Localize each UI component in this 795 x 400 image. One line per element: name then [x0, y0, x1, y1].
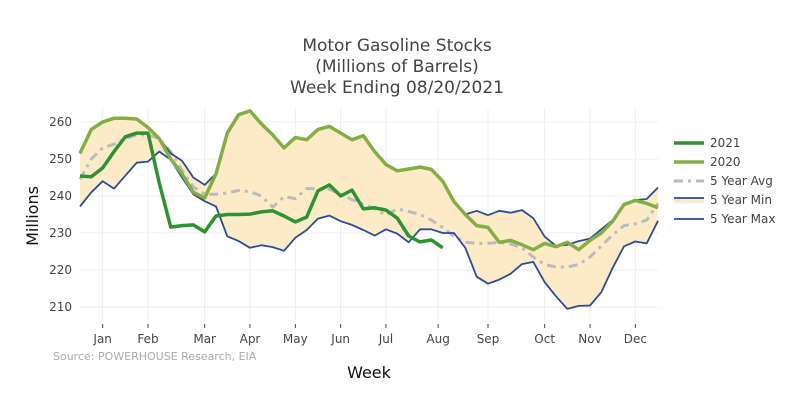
y-axis-label: Millions [23, 186, 42, 246]
chart-title-line-2: (Millions of Barrels) [315, 57, 478, 77]
x-tick-label: Jun [330, 332, 350, 346]
legend-label: 5 Year Avg [710, 174, 773, 188]
chart-title: Motor Gasoline Stocks (Millions of Barre… [290, 36, 504, 98]
y-tick-label: 230 [49, 226, 72, 240]
x-axis-label: Week [347, 363, 392, 382]
x-tick-label: Aug [426, 332, 449, 346]
x-tick-label: Jul [378, 332, 393, 346]
x-tick-label: Dec [624, 332, 647, 346]
x-tick-label: Mar [193, 332, 216, 346]
legend-item[interactable]: 5 Year Min [674, 193, 772, 207]
chart-title-line-1: Motor Gasoline Stocks [302, 36, 492, 56]
legend-item[interactable]: 5 Year Avg [674, 174, 773, 188]
legend-swatch-fill [674, 197, 704, 203]
x-tick-label: May [283, 332, 308, 346]
y-tick-label: 250 [49, 152, 72, 166]
chart-title-line-3: Week Ending 08/20/2021 [290, 78, 504, 98]
y-tick-label: 210 [49, 300, 72, 314]
legend: 2021 2020 5 Year Avg 5 Year Min 5 Year Max [674, 136, 775, 226]
y-tick-label: 260 [49, 115, 72, 129]
y-tick-label: 220 [49, 263, 72, 277]
legend-label: 2020 [710, 155, 741, 169]
legend-label: 2021 [710, 136, 741, 150]
y-tick-label: 240 [49, 189, 72, 203]
series-lines [78, 109, 660, 310]
legend-label: 5 Year Min [710, 193, 772, 207]
series-line-2020 [78, 109, 659, 252]
source-note: Source: POWERHOUSE Research, EIA [53, 350, 257, 363]
series-line-2021 [79, 131, 444, 250]
legend-item[interactable]: 5 Year Max [674, 212, 775, 226]
y-axis-ticks: 210 220 230 240 250 260 [49, 115, 72, 314]
x-tick-label: Nov [578, 332, 601, 346]
x-tick-label: Apr [240, 332, 261, 346]
x-tick-label: Feb [137, 332, 158, 346]
x-tick-label: Jan [92, 332, 112, 346]
x-tick-label: Sep [477, 332, 500, 346]
legend-label: 5 Year Max [710, 212, 775, 226]
x-axis-ticks: Jan Feb Mar Apr May Jun Jul Aug Sep Oct Nov Dec [92, 324, 647, 346]
x-tick-label: Oct [534, 332, 555, 346]
series-line-5-year-avg [78, 133, 660, 269]
legend-item[interactable]: 2020 [674, 155, 741, 169]
legend-item[interactable]: 2021 [674, 136, 741, 150]
